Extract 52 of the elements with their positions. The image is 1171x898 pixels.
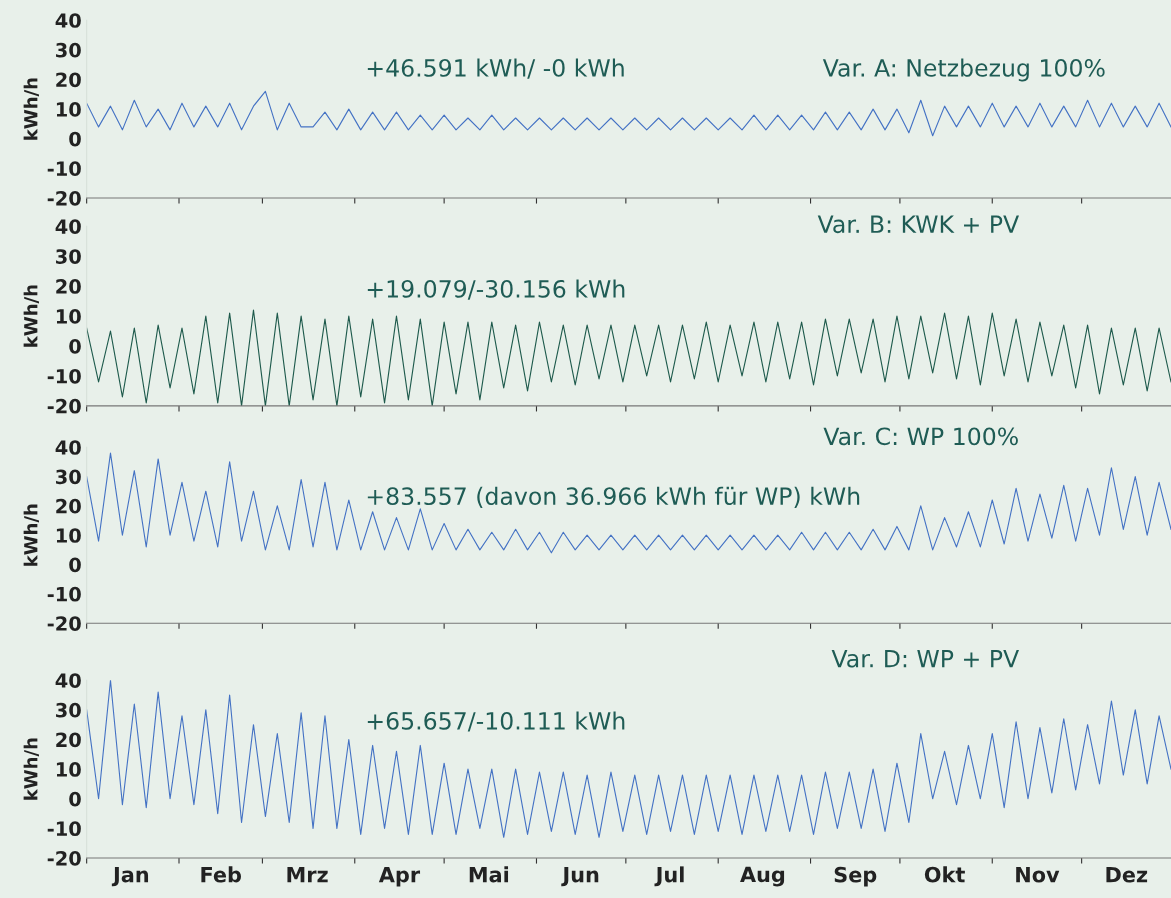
x-tick-label: Nov bbox=[1016, 867, 1060, 883]
y-tick-label: -10 bbox=[47, 368, 81, 384]
y-tick-label: 40 bbox=[55, 673, 81, 688]
y-tick-label: 30 bbox=[56, 249, 81, 264]
y-tick-label: 20 bbox=[56, 72, 81, 88]
y-tick-label: 20 bbox=[56, 732, 81, 748]
x-tick-label: Feb bbox=[201, 866, 241, 883]
x-tick-label: Mrz bbox=[287, 867, 328, 883]
x-tick-label: Aug bbox=[740, 866, 785, 887]
y-tick-label: 10 bbox=[56, 309, 81, 324]
y-tick-label: 0 bbox=[69, 131, 81, 147]
x-tick-label: Jul bbox=[654, 866, 684, 887]
y-tick-label: 0 bbox=[69, 557, 81, 573]
x-tick-label: Sep bbox=[834, 866, 877, 887]
x-tick-label: Dez bbox=[1106, 867, 1148, 883]
text: Var. C: WP 100% bbox=[823, 427, 1018, 446]
y-tick-label: 20 bbox=[56, 498, 81, 514]
annotation: +65.657/-10.111 kWh bbox=[367, 711, 625, 732]
annotation: +19.079/-30.156 kWh bbox=[367, 279, 625, 300]
x-tick-label: Apr bbox=[378, 867, 421, 887]
annotation: +83.557 (davon 36.966 kWh für WP) kWh bbox=[367, 486, 860, 508]
y-tick-label: 10 bbox=[56, 102, 81, 117]
y-tick-label: -20 bbox=[47, 616, 81, 631]
y-tick-label: 40 bbox=[55, 440, 81, 455]
y-tick-label: 40 bbox=[55, 13, 81, 28]
x-tick-label: Jan bbox=[111, 867, 149, 887]
y-tick-label: 40 bbox=[55, 219, 81, 234]
y-tick-label: 30 bbox=[56, 702, 81, 718]
y-axis-title: kWh/h bbox=[23, 285, 40, 347]
y-axis-title: kWh/h bbox=[23, 504, 40, 566]
annotation: Var. A: Netzbezug 100% bbox=[822, 58, 1105, 82]
x-tick-label: Mai bbox=[469, 866, 509, 883]
y-tick-label: 30 bbox=[56, 469, 81, 485]
y-tick-label: -20 bbox=[47, 398, 81, 414]
y-tick-label: 20 bbox=[56, 279, 81, 294]
y-tick-label: 30 bbox=[56, 42, 81, 58]
y-tick-label: -20 bbox=[47, 850, 81, 866]
y-tick-label: 0 bbox=[69, 338, 81, 354]
y-axis-title: kWh/h bbox=[23, 78, 40, 140]
y-axis-title: kWh/h bbox=[23, 738, 40, 800]
y-tick-label: 0 bbox=[69, 791, 81, 807]
x-tick-label: Jun bbox=[561, 867, 599, 887]
y-tick-label: -10 bbox=[47, 821, 81, 837]
annotation: +46.591 kWh/ -0 kWh bbox=[367, 58, 624, 79]
annotation: Var. B: KWK + PV bbox=[817, 215, 1019, 234]
y-tick-label: 10 bbox=[56, 762, 81, 777]
y-tick-label: -10 bbox=[47, 586, 81, 602]
y-tick-label: -20 bbox=[47, 190, 81, 206]
text: Var. D: WP + PV bbox=[831, 649, 1020, 668]
y-tick-label: 10 bbox=[56, 528, 81, 543]
y-tick-label: -10 bbox=[47, 161, 81, 177]
x-tick-label: Okt bbox=[924, 866, 965, 883]
